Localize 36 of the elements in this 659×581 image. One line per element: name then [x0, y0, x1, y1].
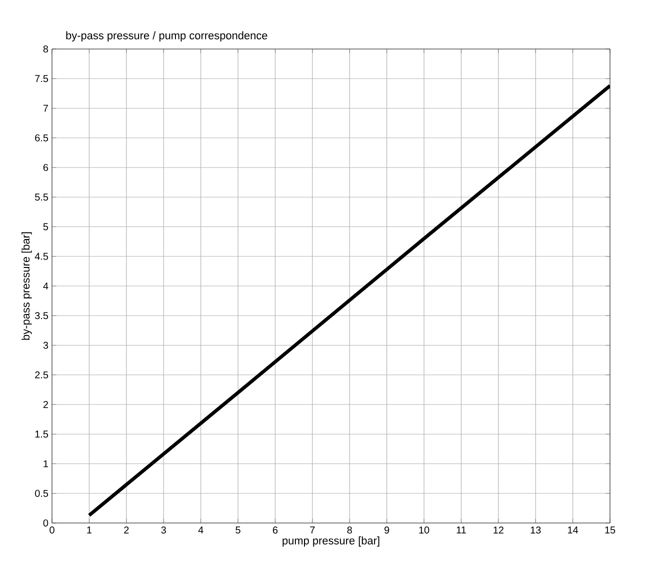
x-tick-label: 12 — [494, 526, 504, 534]
y-tick-label: 0 — [43, 519, 48, 527]
x-tick-label: 7 — [310, 526, 315, 534]
y-tick-label: 7.5 — [35, 75, 48, 82]
y-tick-label: 3 — [43, 342, 48, 349]
y-tick-label: 0.5 — [35, 490, 48, 497]
y-tick-label: 4 — [43, 282, 48, 290]
y-tick-label: 1 — [44, 460, 48, 468]
x-tick-label: 9 — [384, 526, 390, 534]
x-tick-label: 4 — [198, 526, 204, 534]
y-tick-label: 4.5 — [34, 252, 48, 260]
y-tick-label: 2 — [43, 401, 48, 408]
x-axis-title: pump pressure [bar] — [282, 536, 380, 547]
x-tick-label: 3 — [161, 526, 166, 534]
x-tick-label: 14 — [568, 526, 578, 534]
y-tick-label: 6.5 — [35, 134, 48, 142]
x-tick-label: 5 — [236, 526, 240, 534]
x-tick-label: 10 — [419, 526, 430, 534]
y-tick-label: 5 — [43, 223, 48, 230]
y-tick-label: 2.5 — [35, 371, 48, 378]
chart-title: by-pass pressure / pump correspondence — [66, 31, 268, 42]
x-tick-label: 15 — [605, 526, 616, 534]
y-tick-label: 3.5 — [35, 312, 48, 320]
y-tick-label: 6 — [43, 164, 48, 172]
x-tick-label: 2 — [124, 526, 129, 534]
y-tick-label: 8 — [43, 45, 48, 53]
y-axis-title: by-pass pressure [bar] — [22, 232, 32, 340]
x-tick-label: 11 — [456, 526, 466, 534]
x-tick-label: 1 — [87, 526, 92, 534]
y-tick-label: 7 — [43, 104, 48, 112]
x-tick-label: 6 — [272, 526, 278, 534]
y-tick-label: 1.5 — [35, 430, 48, 438]
x-tick-label: 8 — [347, 526, 352, 534]
x-tick-label: 13 — [530, 526, 541, 534]
x-tick-label: 0 — [50, 526, 54, 534]
y-tick-label: 5.5 — [35, 194, 48, 201]
